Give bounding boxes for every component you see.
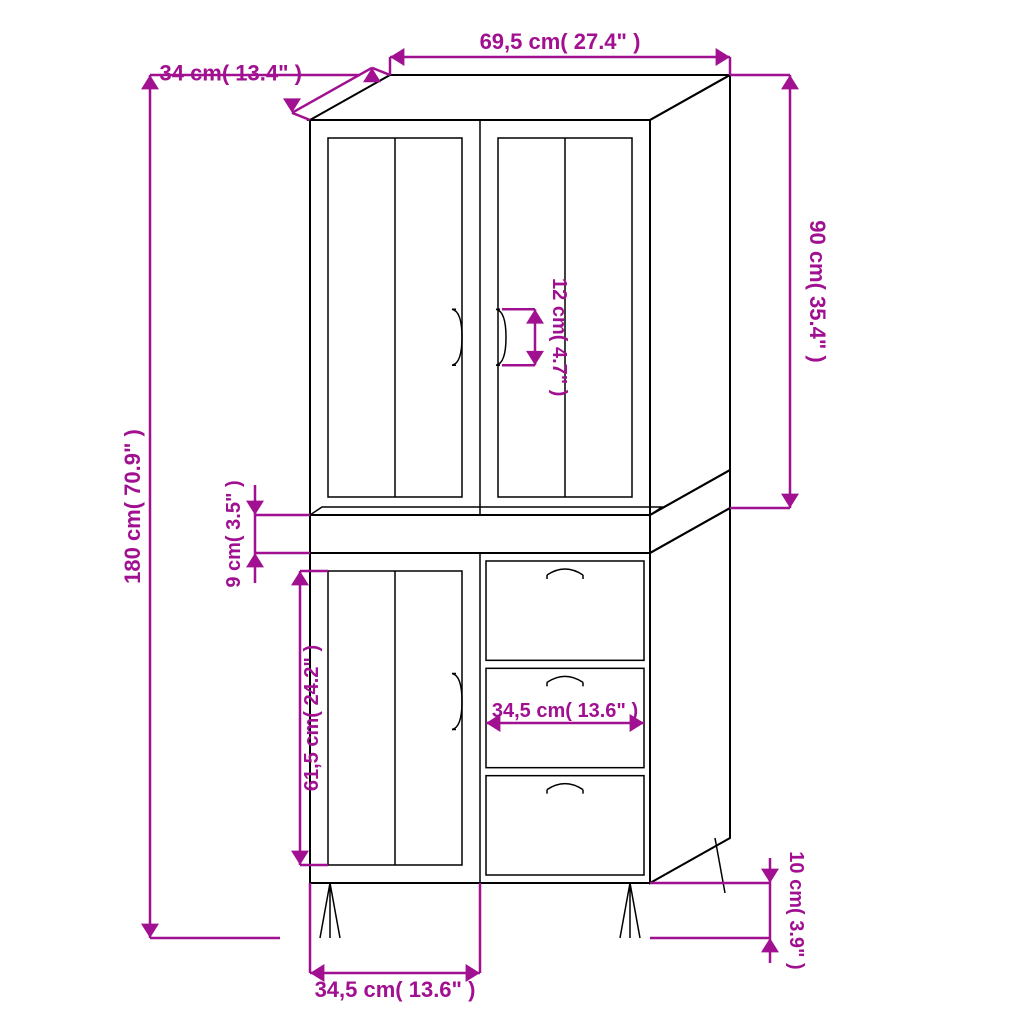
- svg-text:34,5 cm( 13.6" ): 34,5 cm( 13.6" ): [492, 700, 638, 722]
- cabinet-drawing: [310, 75, 730, 938]
- svg-text:90 cm( 35.4" ): 90 cm( 35.4" ): [805, 220, 830, 363]
- svg-text:61,5 cm( 24.2" ): 61,5 cm( 24.2" ): [301, 645, 323, 791]
- svg-text:9 cm( 3.5" ): 9 cm( 3.5" ): [223, 480, 245, 587]
- svg-text:34,5 cm( 13.6" ): 34,5 cm( 13.6" ): [315, 977, 476, 1002]
- svg-text:34 cm( 13.4" ): 34 cm( 13.4" ): [159, 60, 302, 85]
- svg-text:10 cm( 3.9" ): 10 cm( 3.9" ): [785, 851, 807, 969]
- svg-text:12 cm( 4.7" ): 12 cm( 4.7" ): [548, 278, 570, 396]
- svg-text:69,5 cm( 27.4" ): 69,5 cm( 27.4" ): [480, 29, 641, 54]
- svg-text:180 cm( 70.9" ): 180 cm( 70.9" ): [120, 429, 145, 584]
